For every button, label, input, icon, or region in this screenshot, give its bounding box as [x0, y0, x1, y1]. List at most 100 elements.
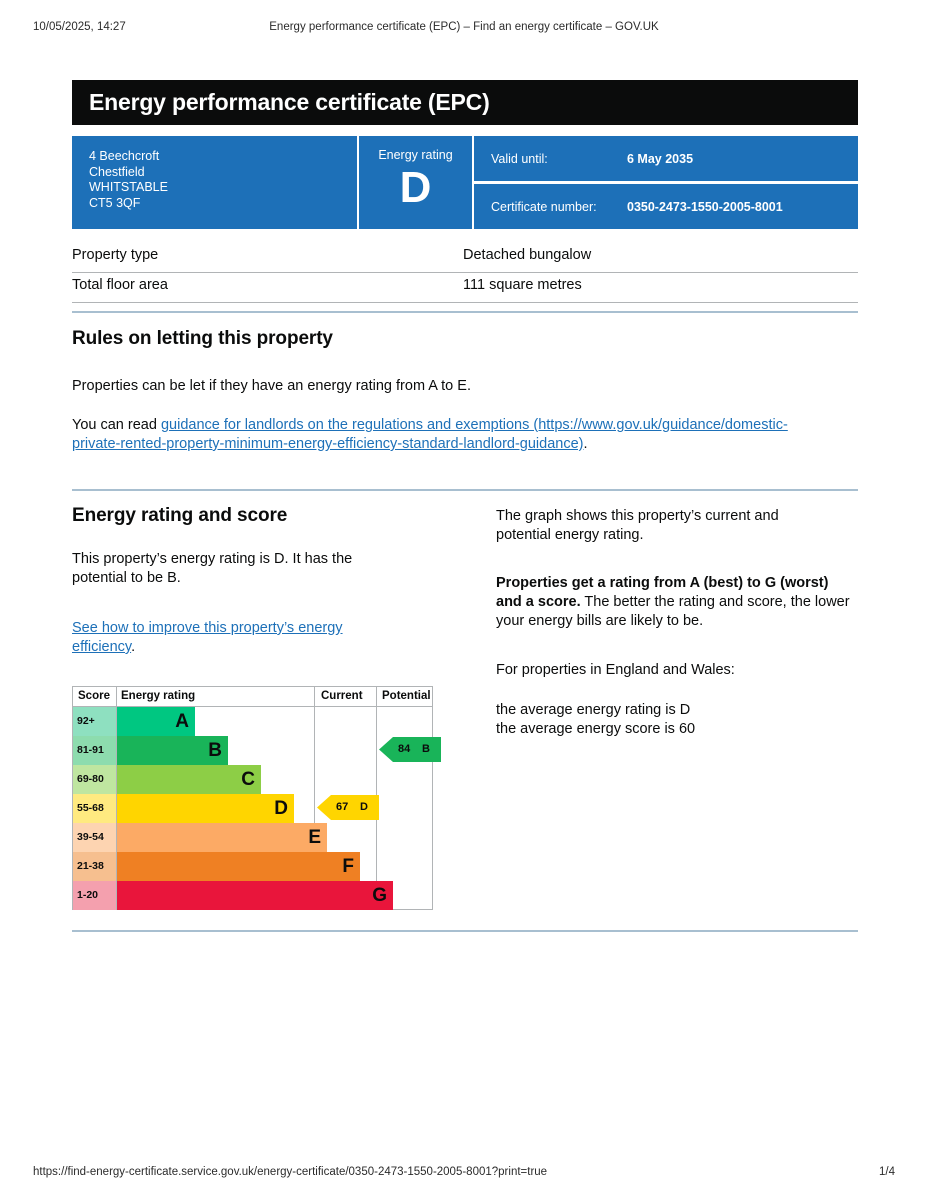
graph-header-potential: Potential — [382, 690, 431, 702]
valid-until-value: 6 May 2035 — [627, 152, 694, 166]
band-row-a: 92+ A — [73, 707, 432, 736]
improve-efficiency-suffix: . — [131, 639, 136, 655]
address-postcode: CT5 3QF — [89, 195, 141, 210]
england-wales-intro: For properties in England and Wales: — [496, 662, 735, 678]
print-page-number: 1/4 — [879, 1166, 895, 1178]
graph-column-divider-score — [116, 687, 117, 909]
table-row: Property type Detached bungalow — [72, 243, 858, 273]
band-row-e: 39-54 E — [73, 823, 432, 852]
band-letter-c: C — [241, 769, 255, 790]
potential-rating-score: 84 — [398, 743, 411, 755]
band-score-cell — [73, 736, 116, 765]
graph-bands: 92+ A 81-91 B 69-80 C 5 — [73, 707, 432, 910]
graph-header-row: Score Energy rating Current Potential — [73, 687, 432, 707]
band-score-a: 92+ — [77, 715, 95, 727]
energy-rating-letter: D — [399, 163, 432, 212]
england-wales-averages: the average energy rating is D the avera… — [496, 701, 836, 739]
certificate-number-value: 0350-2473-1550-2005-8001 — [627, 200, 783, 214]
landlord-guidance-link[interactable]: guidance for landlords on the regulation… — [72, 417, 788, 452]
letting-guidance-suffix: . — [583, 436, 588, 452]
band-score-cell — [73, 765, 116, 794]
band-letter-f: F — [342, 856, 354, 877]
table-row: Total floor area 111 square metres — [72, 273, 858, 303]
band-score-cell — [73, 823, 116, 852]
band-letter-d: D — [274, 798, 288, 819]
band-score-f: 21-38 — [77, 860, 104, 872]
current-rating-score: 67 — [336, 801, 349, 813]
band-bar-g: G — [117, 881, 393, 910]
valid-until-label: Valid until: — [491, 152, 548, 166]
graph-column-divider-current — [314, 687, 315, 909]
letting-rules-section: Rules on letting this property Propertie… — [72, 328, 858, 452]
band-score-e: 39-54 — [77, 831, 104, 843]
band-bar-b: B — [117, 736, 228, 765]
band-score-b: 81-91 — [77, 744, 104, 756]
page-title: Energy performance certificate (EPC) — [89, 89, 490, 115]
epc-title-banner: Energy performance certificate (EPC) — [72, 80, 858, 125]
band-row-b: 81-91 B — [73, 736, 432, 765]
property-address: 4 Beechcroft Chestfield WHITSTABLE CT5 3… — [72, 136, 357, 229]
band-bar-a: A — [117, 707, 195, 736]
band-row-f: 21-38 F — [73, 852, 432, 881]
band-score-c: 69-80 — [77, 773, 104, 785]
property-type-label: Property type — [72, 247, 159, 263]
improve-efficiency-paragraph: See how to improve this property’s energ… — [72, 619, 382, 657]
total-floor-area-label: Total floor area — [72, 277, 168, 293]
band-letter-b: B — [208, 740, 222, 761]
current-rating-marker: 67 D — [317, 795, 379, 820]
band-row-g: 1-20 G — [73, 881, 432, 910]
print-timestamp: 10/05/2025, 14:27 — [33, 21, 126, 33]
property-type-value: Detached bungalow — [463, 247, 592, 263]
band-bar-c: C — [117, 765, 261, 794]
summary-divider-left — [357, 136, 359, 229]
certificate-summary-block: 4 Beechcroft Chestfield WHITSTABLE CT5 3… — [72, 136, 858, 229]
band-row-c: 69-80 C — [73, 765, 432, 794]
band-score-d: 55-68 — [77, 802, 104, 814]
band-bar-d: D — [117, 794, 294, 823]
section-divider-bottom — [72, 930, 858, 932]
rating-explanation-rest: The better the rating and score, the low… — [496, 594, 850, 629]
average-energy-score: the average energy score is 60 — [496, 721, 696, 737]
print-header: 10/05/2025, 14:27 Energy performance cer… — [0, 21, 928, 37]
improve-efficiency-link[interactable]: See how to improve this property’s energ… — [72, 620, 343, 655]
graph-header-score: Score — [78, 690, 110, 702]
band-letter-g: G — [372, 885, 387, 906]
section-divider-top — [72, 311, 858, 313]
potential-rating-marker: 84 B — [379, 737, 441, 762]
address-line-3: WHITSTABLE — [89, 180, 168, 194]
energy-score-summary: This property’s energy rating is D. It h… — [72, 551, 353, 586]
band-row-d: 55-68 D — [73, 794, 432, 823]
address-line-2: Chestfield — [89, 164, 145, 179]
certificate-meta: Valid until: 6 May 2035 Certificate numb… — [474, 136, 858, 229]
valid-until-row: Valid until: 6 May 2035 — [474, 136, 858, 181]
rating-explanation: Properties get a rating from A (best) to… — [496, 574, 858, 631]
current-rating-band: D — [360, 801, 368, 813]
energy-rating-label: Energy rating — [378, 148, 453, 162]
energy-score-heading: Energy rating and score — [72, 505, 288, 526]
property-details-table: Property type Detached bungalow Total fl… — [72, 243, 858, 303]
total-floor-area-value: 111 square metres — [463, 277, 582, 293]
band-bar-f: F — [117, 852, 360, 881]
graph-explanation: The graph shows this property’s current … — [496, 508, 779, 543]
band-letter-a: A — [175, 711, 189, 732]
meta-row-separator — [474, 181, 858, 184]
band-score-cell — [73, 852, 116, 881]
graph-header-current: Current — [321, 690, 363, 702]
certificate-number-label: Certificate number: — [491, 200, 597, 214]
print-footer: https://find-energy-certificate.service.… — [0, 1166, 928, 1182]
print-document-title: Energy performance certificate (EPC) – F… — [269, 21, 659, 33]
average-energy-rating: the average energy rating is D — [496, 702, 691, 718]
letting-rules-paragraph: Properties can be let if they have an en… — [72, 378, 471, 394]
graph-header-rating: Energy rating — [121, 690, 196, 702]
band-score-cell — [73, 794, 116, 823]
band-letter-e: E — [308, 827, 321, 848]
summary-divider-right — [472, 136, 474, 229]
letting-guidance-prefix: You can read — [72, 417, 161, 433]
print-source-url: https://find-energy-certificate.service.… — [33, 1166, 548, 1178]
section-divider-middle — [72, 489, 858, 491]
letting-guidance-paragraph: You can read guidance for landlords on t… — [72, 416, 832, 454]
band-score-cell — [73, 881, 116, 910]
epc-rating-graph: Score Energy rating Current Potential 92… — [72, 686, 441, 910]
band-bar-e: E — [117, 823, 327, 852]
rating-explanation-bold: Properties get a rating from A (best) to… — [496, 575, 829, 610]
